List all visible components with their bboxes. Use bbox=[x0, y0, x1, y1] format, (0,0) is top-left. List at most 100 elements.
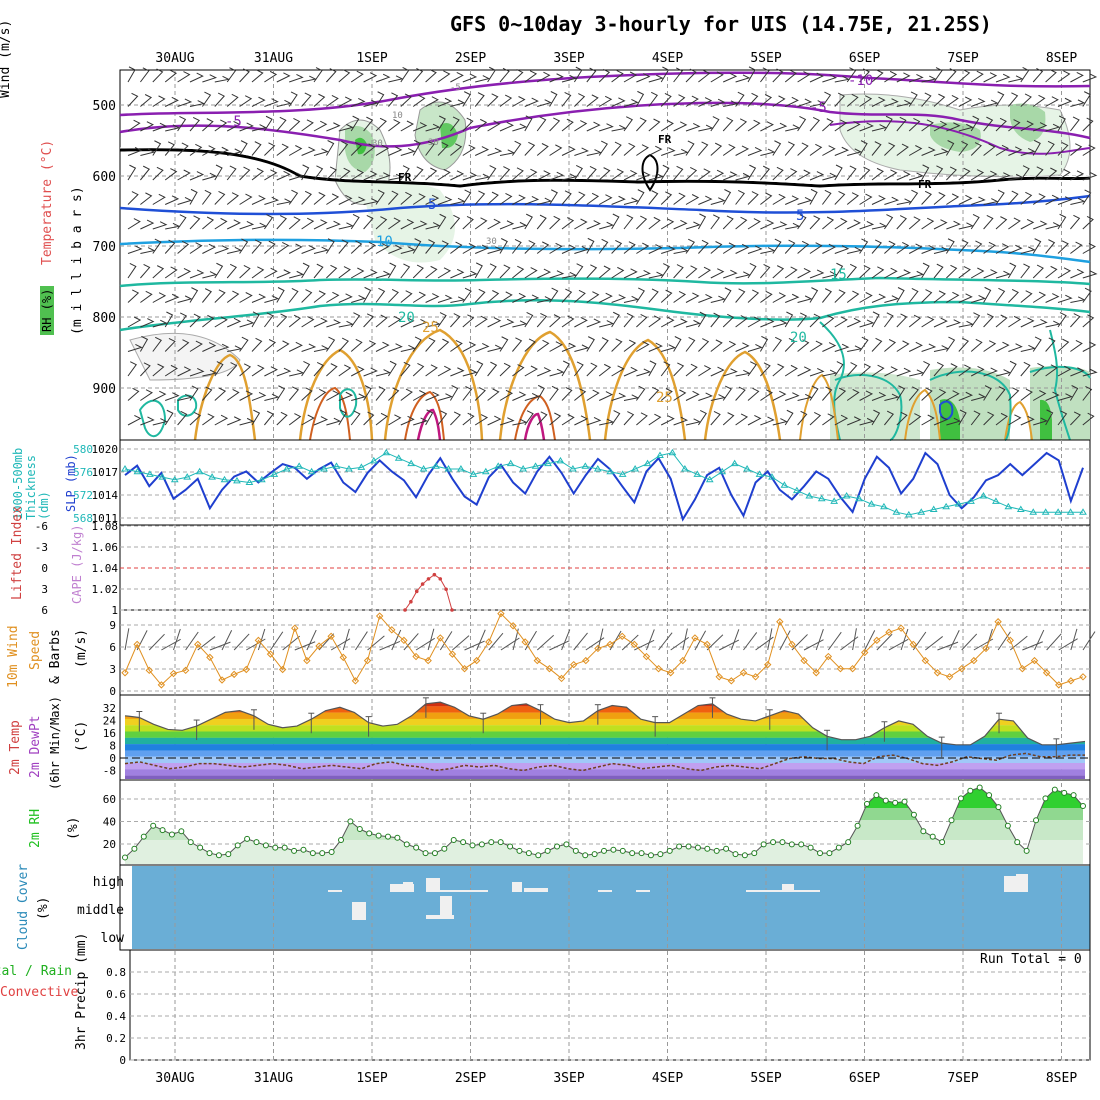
wind-barb bbox=[487, 165, 497, 181]
wind-barb bbox=[1032, 390, 1047, 401]
wind-barb bbox=[698, 168, 711, 181]
wind-barb bbox=[511, 140, 522, 156]
date-label-top: 30AUG bbox=[155, 51, 194, 66]
wind-barb bbox=[586, 264, 598, 279]
thickness-point bbox=[556, 456, 565, 464]
wind-barb bbox=[301, 414, 315, 426]
rh-point bbox=[967, 787, 974, 794]
rh-point bbox=[995, 804, 1002, 811]
wind-speed-point bbox=[266, 650, 275, 658]
thickness-point bbox=[805, 492, 814, 499]
wind-barb bbox=[660, 361, 671, 377]
wind-barb bbox=[450, 313, 461, 328]
wind-barb bbox=[1008, 343, 1023, 352]
wind-barb bbox=[623, 268, 638, 279]
wind-barb bbox=[921, 164, 930, 181]
cloud-bar bbox=[746, 890, 782, 892]
wind-barb bbox=[834, 164, 843, 181]
wind-barb bbox=[648, 74, 664, 83]
wind-barb bbox=[722, 72, 738, 83]
precip-tick: 0.8 bbox=[106, 966, 126, 979]
wind-barb bbox=[921, 217, 935, 230]
thickness-point bbox=[942, 502, 951, 510]
wind-speed-point bbox=[497, 609, 505, 618]
wind-barb bbox=[586, 237, 595, 254]
wind-speed-point bbox=[873, 636, 881, 645]
surface-wind-barb bbox=[367, 635, 385, 651]
wind-barb bbox=[710, 197, 726, 205]
wind-barb bbox=[437, 365, 452, 377]
wind-barb bbox=[958, 409, 967, 426]
contour-label: 30 bbox=[428, 138, 439, 148]
thickness-point bbox=[357, 463, 366, 470]
wind-barb bbox=[561, 244, 576, 254]
wind-barb bbox=[611, 168, 625, 181]
wind-barb bbox=[140, 416, 155, 426]
thickness-point bbox=[1004, 502, 1013, 510]
wind-barb bbox=[648, 288, 659, 303]
wind-barb bbox=[983, 340, 997, 352]
wind-barb bbox=[772, 122, 788, 132]
temp-tick: 0 bbox=[109, 752, 116, 765]
wind-barb bbox=[140, 148, 156, 156]
wind-barb bbox=[512, 239, 522, 254]
thickness-point bbox=[506, 459, 515, 467]
surface-wind-barb bbox=[585, 637, 605, 651]
wind-barb bbox=[846, 67, 857, 83]
wind-barb bbox=[648, 342, 663, 352]
rh-point bbox=[441, 845, 448, 852]
wind-barb bbox=[735, 271, 751, 279]
wind-barb bbox=[648, 145, 663, 156]
rh-point bbox=[215, 852, 222, 859]
wind-barb bbox=[685, 221, 701, 230]
surface-wind-barb bbox=[561, 629, 571, 651]
wind-barb bbox=[599, 418, 615, 426]
temp-band bbox=[125, 744, 1085, 751]
wind-barb bbox=[859, 319, 875, 328]
wind-speed-point bbox=[278, 665, 287, 674]
wind-barb bbox=[1070, 99, 1086, 107]
wind-barb bbox=[1045, 222, 1061, 230]
wind-barb bbox=[239, 95, 253, 107]
upper-wind-barbs bbox=[127, 66, 1098, 426]
wind-barb bbox=[301, 217, 315, 230]
wind-barb bbox=[338, 409, 347, 426]
wind-barb bbox=[921, 75, 937, 83]
wind-barb bbox=[127, 147, 143, 156]
wind-barb bbox=[301, 190, 312, 205]
wind-barb bbox=[884, 295, 900, 303]
wind-barb bbox=[561, 217, 575, 230]
wind-barb bbox=[375, 172, 391, 181]
wind-barb bbox=[425, 239, 436, 254]
wind-barb bbox=[226, 263, 237, 279]
pressure-tick: 700 bbox=[93, 240, 116, 255]
wind-barb bbox=[413, 220, 428, 230]
wind-barb bbox=[995, 341, 1010, 352]
wind-speed-point bbox=[776, 618, 784, 626]
wind-barb bbox=[226, 219, 241, 230]
wind-barb bbox=[710, 142, 723, 156]
wind-barb bbox=[561, 288, 573, 303]
date-label-top: 6SEP bbox=[849, 51, 880, 66]
wind-barb bbox=[710, 339, 723, 352]
wind-barb bbox=[722, 412, 735, 426]
thickness-point bbox=[643, 459, 652, 467]
wind-barb bbox=[648, 360, 657, 377]
wind-barb bbox=[661, 245, 676, 254]
wind-barb bbox=[785, 124, 801, 132]
wind-barb bbox=[450, 143, 463, 156]
wind-barb bbox=[958, 364, 972, 377]
wind-speed-point bbox=[545, 664, 554, 673]
wind-barb bbox=[388, 414, 402, 426]
wind-barb bbox=[350, 410, 361, 426]
wind-barb bbox=[1032, 336, 1042, 352]
date-label-bottom: 3SEP bbox=[553, 1071, 584, 1086]
wind-barb bbox=[313, 345, 330, 352]
surface-wind-barb bbox=[173, 628, 181, 651]
cape-left-label: Lifted Index bbox=[10, 506, 25, 600]
wind-barb bbox=[611, 410, 621, 426]
wind-barb bbox=[276, 72, 291, 83]
wind-barb bbox=[425, 69, 437, 83]
wind-barb bbox=[487, 66, 496, 83]
rh-point bbox=[197, 844, 204, 851]
